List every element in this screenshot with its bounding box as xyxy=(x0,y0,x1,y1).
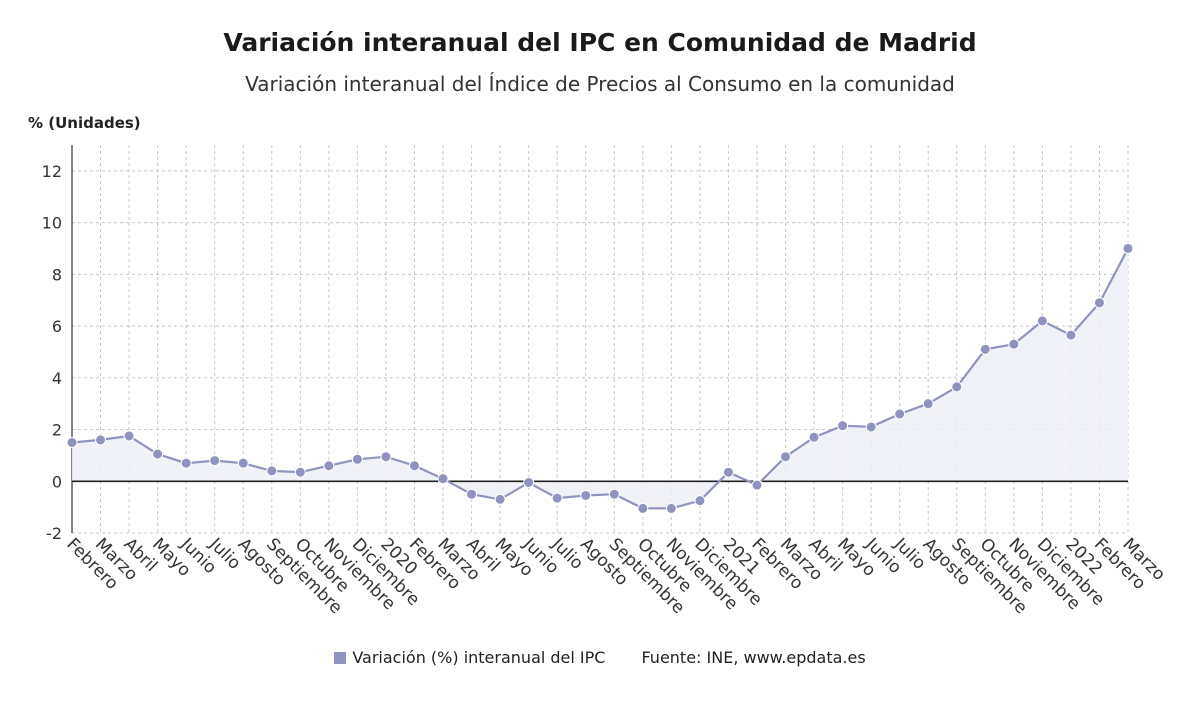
y-tick-label: 10 xyxy=(42,214,62,233)
y-tick-label: 8 xyxy=(52,265,62,284)
y-tick-label: -2 xyxy=(46,524,62,543)
chart-subtitle: Variación interanual del Índice de Preci… xyxy=(245,72,955,96)
data-point xyxy=(66,436,78,448)
data-point xyxy=(722,466,734,478)
y-axis-label: % (Unidades) xyxy=(28,114,141,132)
data-point xyxy=(408,460,420,472)
data-point xyxy=(266,465,278,477)
data-point xyxy=(580,489,592,501)
data-point xyxy=(437,473,449,485)
data-point xyxy=(979,343,991,355)
data-point xyxy=(751,479,763,491)
data-point xyxy=(1122,242,1134,254)
data-point xyxy=(922,398,934,410)
data-point xyxy=(1036,315,1048,327)
data-point xyxy=(637,502,649,514)
series-area xyxy=(72,248,1128,509)
data-point xyxy=(951,381,963,393)
data-point xyxy=(551,492,563,504)
legend: Variación (%) interanual del IPC Fuente: … xyxy=(0,648,1200,667)
data-point xyxy=(780,451,792,463)
data-point xyxy=(665,502,677,514)
y-tick-label: 6 xyxy=(52,317,62,336)
data-point xyxy=(209,455,221,467)
data-point xyxy=(123,430,135,442)
y-tick-label: 2 xyxy=(52,421,62,440)
data-point xyxy=(523,477,535,489)
data-point xyxy=(380,451,392,463)
data-point xyxy=(466,488,478,500)
data-point xyxy=(237,457,249,469)
data-point xyxy=(837,420,849,432)
data-point xyxy=(894,408,906,420)
source-note: Fuente: INE, www.epdata.es xyxy=(641,648,866,667)
y-tick-label: 4 xyxy=(52,369,62,388)
data-point xyxy=(865,421,877,433)
data-point xyxy=(95,434,107,446)
legend-swatch xyxy=(334,652,347,664)
data-point xyxy=(323,460,335,472)
data-point xyxy=(694,495,706,507)
data-point xyxy=(294,466,306,478)
chart-title: Variación interanual del IPC en Comunida… xyxy=(223,28,977,57)
data-point xyxy=(1065,329,1077,341)
y-tick-label: 12 xyxy=(42,162,62,181)
data-point xyxy=(494,493,506,505)
data-point xyxy=(152,448,164,460)
y-tick-label: 0 xyxy=(52,472,62,491)
data-point xyxy=(608,488,620,500)
data-point xyxy=(1093,297,1105,309)
data-point xyxy=(808,431,820,443)
legend-label: Variación (%) interanual del IPC xyxy=(352,648,606,667)
data-point xyxy=(180,457,192,469)
data-point xyxy=(1008,338,1020,350)
data-point xyxy=(351,453,363,465)
